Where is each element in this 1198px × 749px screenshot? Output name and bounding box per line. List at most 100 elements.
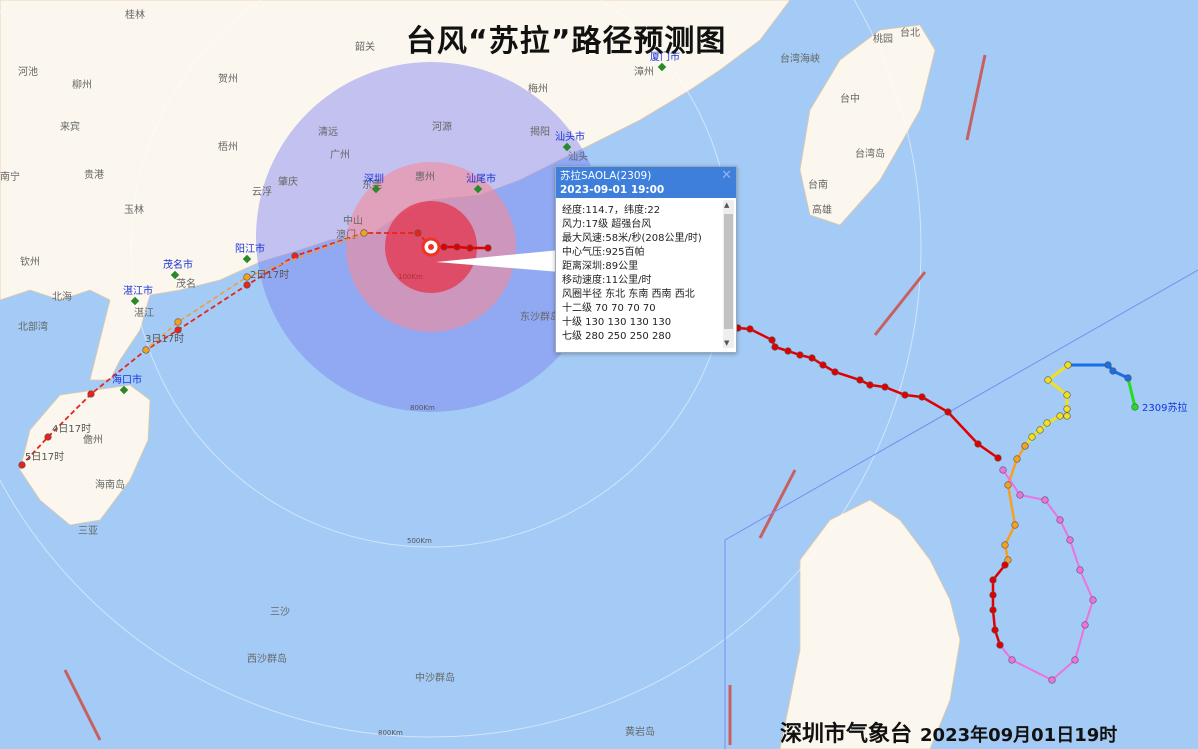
track-point[interactable] [856,376,864,384]
popup-scrollbar[interactable]: ▲ ▼ [723,200,734,348]
city-label: 澳门 [336,228,356,241]
city-label: 玉林 [124,203,144,216]
track-point[interactable] [1043,419,1051,427]
track-point[interactable] [1071,656,1079,664]
track-point[interactable] [1131,403,1139,411]
track-point[interactable] [414,229,422,237]
track-point[interactable] [1004,481,1012,489]
track-point[interactable] [991,626,999,634]
city-label: 高雄 [812,203,832,216]
track-point[interactable] [1048,676,1056,684]
track-point[interactable] [174,318,182,326]
track-point[interactable] [1044,376,1052,384]
track-point[interactable] [796,351,804,359]
track-point[interactable] [1013,455,1021,463]
agency-name: 深圳市气象台 [780,722,913,747]
track-point[interactable] [360,229,368,237]
city-label: 贵港 [84,168,104,181]
track-point[interactable] [1081,621,1089,629]
track-point[interactable] [866,381,874,389]
track-point[interactable] [1064,361,1072,369]
track-point[interactable] [768,336,776,344]
city-label: 桃园 [873,32,893,45]
popup-title: 苏拉SAOLA(2309) [560,170,652,182]
track-point[interactable] [746,325,754,333]
scrollbar-thumb[interactable] [724,214,733,329]
track-point[interactable] [44,433,52,441]
issue-datetime: 2023年09月01日19时 [920,725,1118,746]
track-point[interactable] [1021,442,1029,450]
track-point[interactable] [1001,561,1009,569]
track-point[interactable] [771,343,779,351]
track-point[interactable] [881,383,889,391]
track-point[interactable] [243,273,251,281]
track-point[interactable] [784,347,792,355]
port-icon [473,184,483,194]
port-label: 深圳 [364,173,384,185]
track-point[interactable] [944,408,952,416]
track-line [145,232,365,351]
track-point[interactable] [87,390,95,398]
track-point[interactable] [18,461,26,469]
city-label: 贺州 [218,73,238,85]
track-point[interactable] [1066,536,1074,544]
track-point[interactable] [989,591,997,599]
track-point[interactable] [989,606,997,614]
track-point[interactable] [989,576,997,584]
track-point[interactable] [453,243,461,251]
typhoon-center-icon [421,237,441,257]
track-point[interactable] [243,281,251,289]
track-point[interactable] [1056,412,1064,420]
track-point[interactable] [1001,541,1009,549]
track-point[interactable] [1124,374,1132,382]
track-point[interactable] [142,346,150,354]
close-icon[interactable]: ✕ [721,168,732,183]
city-label: 西沙群岛 [247,652,287,665]
range-label: 100Km [398,273,423,281]
track-point[interactable] [466,244,474,252]
track-line [1003,445,1027,561]
track-point[interactable] [1063,405,1071,413]
track-point[interactable] [918,393,926,401]
track-point[interactable] [1041,496,1049,504]
city-label: 梅州 [528,82,548,95]
track-point[interactable] [999,466,1007,474]
track-point[interactable] [831,368,839,376]
city-label: 来宾 [60,120,80,133]
city-label: 海南岛 [95,478,125,491]
track-point[interactable] [1011,521,1019,529]
track-point[interactable] [994,454,1002,462]
track-line [21,232,432,466]
forecast-label: 3日17时 [145,333,184,345]
track-point[interactable] [1063,412,1071,420]
scroll-down-icon[interactable]: ▼ [724,339,730,347]
track-point[interactable] [819,361,827,369]
track-point[interactable] [1008,656,1016,664]
track-point[interactable] [1076,566,1084,574]
scroll-up-icon[interactable]: ▲ [724,201,730,209]
popup-pointer [436,250,560,272]
track-point[interactable] [1104,361,1112,369]
track-point[interactable] [1109,367,1117,375]
track-point[interactable] [1028,433,1036,441]
city-label: 清远 [318,125,338,138]
city-label: 三亚 [78,526,98,537]
track-point[interactable] [901,391,909,399]
city-label: 河池 [18,65,38,78]
city-label: 儋州 [83,433,103,446]
track-point[interactable] [808,354,816,362]
track-point[interactable] [174,326,182,334]
track-point[interactable] [440,243,448,251]
track-point[interactable] [1036,426,1044,434]
city-label: 中山 [343,214,363,227]
track-point[interactable] [974,440,982,448]
track-point[interactable] [484,244,492,252]
city-label: 黄岩岛 [625,725,655,738]
track-point[interactable] [1056,516,1064,524]
track-point[interactable] [1016,491,1024,499]
track-point[interactable] [996,641,1004,649]
track-point[interactable] [1089,596,1097,604]
track-point[interactable] [1063,391,1071,399]
map-title: 台风“苏拉”路径预测图 [406,24,727,59]
